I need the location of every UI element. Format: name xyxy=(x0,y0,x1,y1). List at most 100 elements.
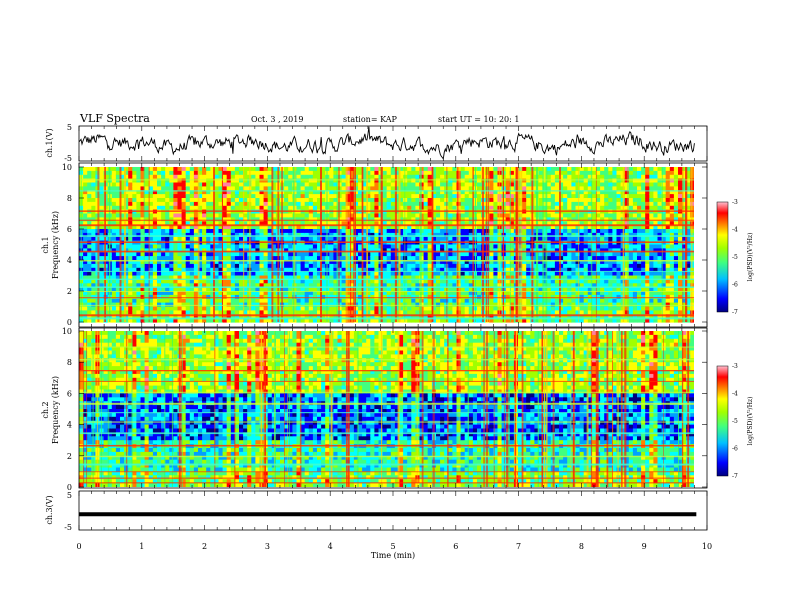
ch1-spec-cell xyxy=(157,310,162,315)
ch1-spec-cell xyxy=(424,229,429,234)
ch1-spec-cell xyxy=(452,217,457,222)
ch1-spec-cell xyxy=(87,183,92,188)
ch1-spec-cell xyxy=(206,217,211,222)
ch1-spec-cell xyxy=(297,217,302,222)
ch1-spec-cell xyxy=(136,307,141,312)
ch1-spec-cell xyxy=(239,186,244,191)
ch1-spec-cell xyxy=(436,264,441,269)
ch1-spec-cell xyxy=(374,303,379,308)
ch1-spec-cell xyxy=(567,194,572,199)
ch1-spec-cell xyxy=(136,295,141,300)
ch1-spec-cell xyxy=(440,171,445,176)
ch1-spec-cell xyxy=(498,264,503,269)
ch1-spec-cell xyxy=(260,295,265,300)
ch1-spec-cell xyxy=(297,194,302,199)
ch1-spec-cell xyxy=(165,167,170,172)
ch1-spec-cell xyxy=(186,183,191,188)
ch1-spec-cell xyxy=(260,264,265,269)
ch1-spec-cell xyxy=(498,303,503,308)
ch1-spec-cell xyxy=(547,229,552,234)
ch1-spec-cell xyxy=(260,214,265,219)
ch1-spec-cell xyxy=(477,310,482,315)
ch1-spec-cell xyxy=(407,256,412,261)
ch1-spec-cell xyxy=(325,272,330,277)
ch1-spec-cell xyxy=(186,217,191,222)
ch1-spec-cell xyxy=(157,183,162,188)
ch1-spec-cell xyxy=(370,186,375,191)
ch1-spec-cell xyxy=(132,303,137,308)
ch1-spec-cell xyxy=(132,295,137,300)
ch1-spec-cell xyxy=(498,279,503,284)
ch1-spec-cell xyxy=(284,310,289,315)
ch1-spec-cell xyxy=(112,256,117,261)
ch1-spec-cell xyxy=(178,229,183,234)
ch1-spec-cell xyxy=(493,279,498,284)
ch1-spec-cell xyxy=(415,183,420,188)
ch1-waveform-trace xyxy=(79,127,694,159)
ch1-spec-cell xyxy=(383,217,388,222)
ch1-spec-cell xyxy=(190,256,195,261)
ch1-spec-cell xyxy=(571,198,576,203)
ch1-spec-cell xyxy=(227,307,232,312)
ch1-spec-cell xyxy=(190,202,195,207)
ch1-spec-cell xyxy=(448,272,453,277)
ch1-spec-cell xyxy=(387,179,392,184)
ch1-spec-cell xyxy=(387,279,392,284)
ch1-spec-cell xyxy=(563,198,568,203)
ch1-spec-cell xyxy=(374,307,379,312)
ch1-spec-cell xyxy=(571,217,576,222)
ch1-spec-cell xyxy=(301,171,306,176)
ch1-spec-cell xyxy=(178,295,183,300)
ch1-spec-cell xyxy=(206,310,211,315)
ch1-spec-cell xyxy=(186,198,191,203)
ch1-spec-cell xyxy=(555,272,560,277)
ch1-spec-cell xyxy=(190,229,195,234)
ch1-spec-cell xyxy=(329,186,334,191)
ch1-spec-cell xyxy=(251,256,256,261)
ch1-spec-cell xyxy=(325,310,330,315)
ch1-spec-cell xyxy=(182,179,187,184)
ch1-spec-cell xyxy=(329,303,334,308)
ch1-spec-cell xyxy=(178,167,183,172)
ch1-spec-cell xyxy=(325,198,330,203)
ch1-spec-cell xyxy=(214,295,219,300)
ch1-spec-cell xyxy=(342,202,347,207)
ch1-spec-cell xyxy=(153,202,158,207)
ch1-spec-cell xyxy=(567,245,572,250)
ch1-spec-cell xyxy=(169,183,174,188)
ch1-spec-cell xyxy=(132,272,137,277)
ch1-spec-cell xyxy=(91,167,96,172)
ch1-spec-cell xyxy=(411,229,416,234)
ch1-spec-cell xyxy=(288,171,293,176)
ch1-spec-cell xyxy=(83,279,88,284)
ch1-spec-cell xyxy=(465,217,470,222)
ch1-spec-cell xyxy=(182,256,187,261)
ch1-spec-cell xyxy=(301,279,306,284)
ch1-spec-cell xyxy=(329,264,334,269)
ch1-spec-cell xyxy=(214,171,219,176)
ch1-spec-cell xyxy=(301,214,306,219)
ch1-spec-cell xyxy=(83,183,88,188)
ch1-spec-cell xyxy=(157,167,162,172)
ch1-spec-cell xyxy=(178,303,183,308)
ch1-spec-cell xyxy=(576,303,581,308)
ch1-spec-cell xyxy=(403,214,408,219)
ch1-spec-cell xyxy=(251,279,256,284)
ch1-spec-cell xyxy=(448,198,453,203)
ch1-spec-cell xyxy=(522,179,527,184)
ch1-spec-cell xyxy=(182,198,187,203)
ch1-spec-cell xyxy=(190,307,195,312)
ch1-spec-cell xyxy=(100,198,105,203)
ch1-spec-cell xyxy=(374,310,379,315)
ch1-spec-cell xyxy=(202,264,207,269)
ch1-spec-cell xyxy=(374,186,379,191)
ch1-spec-cell xyxy=(576,245,581,250)
ch1-spec-cell xyxy=(87,272,92,277)
ch1-spec-cell xyxy=(576,272,581,277)
ch1-spec-cell xyxy=(100,256,105,261)
ch1-spec-cell xyxy=(145,303,150,308)
ch1-spec-cell xyxy=(231,194,236,199)
ch1-spec-cell xyxy=(173,171,178,176)
ch1-spec-cell xyxy=(551,186,556,191)
ch1-spec-cell xyxy=(202,183,207,188)
